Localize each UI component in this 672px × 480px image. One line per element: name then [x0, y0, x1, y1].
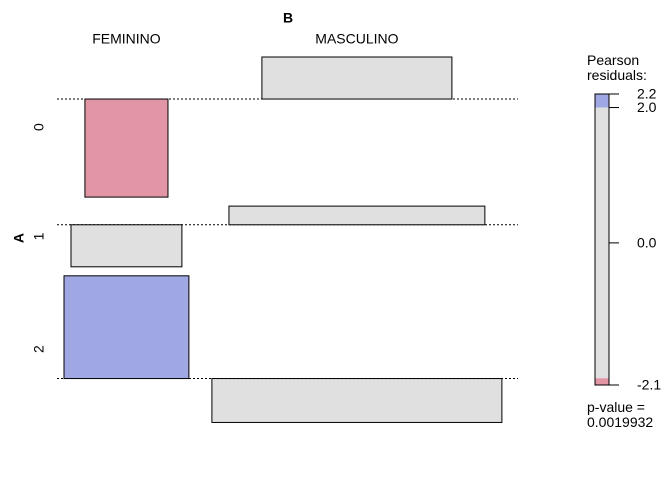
p-value-label: p-value = [587, 399, 645, 415]
y-label: A [11, 233, 27, 243]
legend-band [595, 107, 609, 379]
row-label: 2 [31, 345, 47, 353]
legend-title: Pearson residuals: [587, 52, 647, 83]
column-label: MASCULINO [315, 31, 398, 47]
residual-bar [84, 98, 169, 198]
legend-band [595, 94, 609, 108]
residual-bar [63, 275, 190, 380]
residual-bar [261, 56, 453, 100]
x-label: B [283, 10, 293, 26]
row-label: 1 [31, 232, 47, 240]
residual-bar [70, 224, 183, 268]
row-label: 0 [31, 123, 47, 131]
legend-tick-label: 0.0 [637, 235, 657, 251]
legend-tick-label: 2.2 [637, 86, 657, 102]
column-label: FEMININO [92, 31, 161, 47]
legend-tick-label: 2.0 [637, 99, 657, 115]
p-value: 0.0019932 [587, 414, 654, 430]
residual-bar [211, 378, 503, 423]
legend-tick-label: -2.1 [637, 377, 661, 393]
residual-bar [228, 205, 486, 226]
legend-frame [594, 93, 610, 386]
legend-band [595, 378, 609, 385]
